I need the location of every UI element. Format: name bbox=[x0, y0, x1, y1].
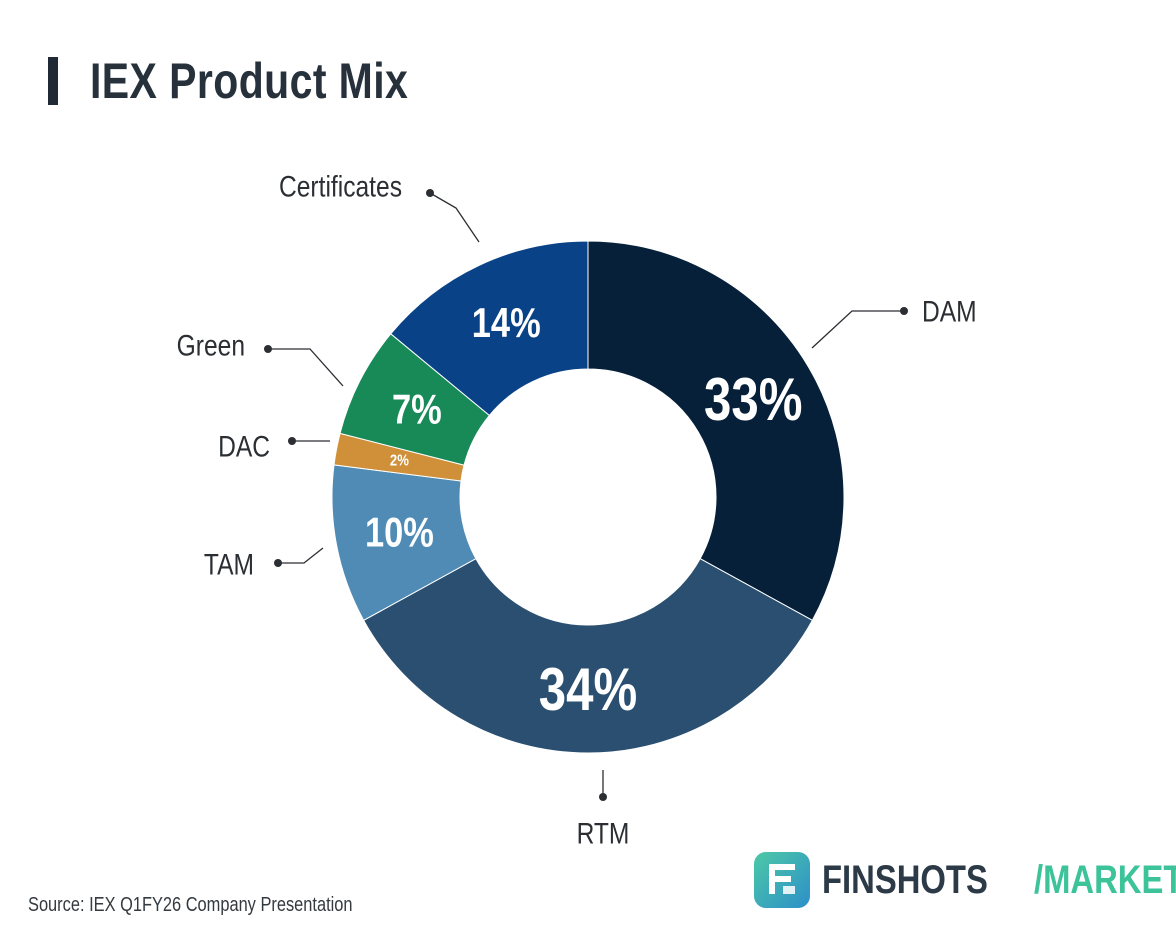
slice-certificates bbox=[390, 240, 589, 417]
brand-logo: FINSHOTS /MARKETS bbox=[754, 852, 1176, 908]
brand-name: FINSHOTS bbox=[822, 857, 988, 902]
data-label-certificates: 14% bbox=[472, 300, 541, 347]
category-label-green: Green bbox=[177, 328, 245, 362]
leader-dot-green bbox=[264, 345, 272, 353]
category-label-dac: DAC bbox=[218, 429, 270, 463]
leader-dot-tam bbox=[274, 559, 282, 567]
leader-line-green bbox=[268, 348, 344, 387]
slice-dam bbox=[587, 240, 845, 622]
brand-section: /MARKETS bbox=[1034, 857, 1176, 902]
leader-dot-certificates bbox=[426, 189, 434, 197]
leader-line-certificates bbox=[429, 192, 480, 243]
title-accent-bar bbox=[48, 57, 58, 105]
data-label-green: 7% bbox=[392, 386, 442, 433]
leader-line-dam bbox=[811, 310, 904, 349]
leader-line-tam bbox=[278, 547, 324, 564]
category-label-tam: TAM bbox=[204, 547, 254, 581]
data-label-tam: 10% bbox=[365, 509, 434, 556]
leader-dot-dam bbox=[900, 307, 908, 315]
leader-dot-rtm bbox=[599, 793, 607, 801]
source-note: Source: IEX Q1FY26 Company Presentation bbox=[28, 894, 353, 916]
finshots-logo-icon bbox=[754, 852, 810, 908]
data-label-rtm: 34% bbox=[539, 655, 637, 723]
slice-rtm bbox=[362, 557, 814, 754]
category-label-certificates: Certificates bbox=[279, 169, 402, 203]
data-label-dam: 33% bbox=[704, 365, 802, 433]
category-label-dam: DAM bbox=[922, 294, 977, 328]
chart-title: IEX Product Mix bbox=[90, 53, 409, 109]
category-label-rtm: RTM bbox=[577, 816, 630, 850]
leader-dot-dac bbox=[288, 437, 296, 445]
data-label-dac: 2% bbox=[390, 452, 409, 469]
